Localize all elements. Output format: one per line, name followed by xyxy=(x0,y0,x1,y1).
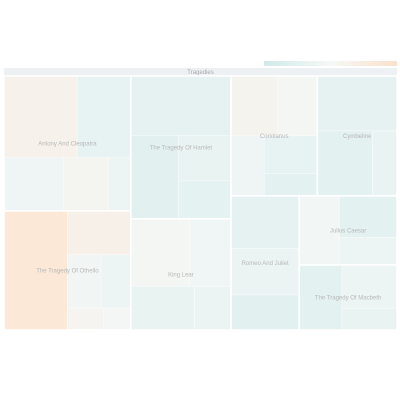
treemap-cell[interactable] xyxy=(341,264,398,309)
treemap-group[interactable] xyxy=(230,75,319,197)
treemap-cell[interactable] xyxy=(3,75,78,158)
treemap-cell[interactable] xyxy=(67,307,104,331)
treemap-cell[interactable] xyxy=(178,180,232,220)
color-scale-bar xyxy=(264,61,397,66)
treemap-cell[interactable] xyxy=(317,130,373,197)
treemap-cell[interactable] xyxy=(263,135,318,174)
treemap-cell[interactable] xyxy=(194,286,232,331)
treemap-cell[interactable] xyxy=(63,157,109,212)
treemap-cell[interactable] xyxy=(189,218,232,287)
treemap-cell[interactable] xyxy=(130,218,191,287)
treemap-group-label: Coriolanus xyxy=(260,134,289,140)
treemap-group-label: King Lear xyxy=(168,272,194,278)
root-label: Tragedies xyxy=(187,70,213,76)
treemap-group-label: The Tragedy Of Othello xyxy=(36,268,99,274)
treemap-cell[interactable] xyxy=(230,75,278,137)
treemap-group[interactable] xyxy=(298,264,398,331)
treemap-cell[interactable] xyxy=(3,157,64,212)
treemap-group-label: Romeo And Juliet xyxy=(242,261,289,267)
treemap-cell[interactable] xyxy=(108,157,132,212)
treemap-cell[interactable] xyxy=(230,195,300,249)
treemap-cell[interactable] xyxy=(103,307,132,331)
treemap-cell[interactable] xyxy=(317,75,398,132)
treemap-cell[interactable] xyxy=(341,308,398,331)
root-header xyxy=(4,68,397,76)
treemap-cell[interactable] xyxy=(130,135,179,220)
treemap-cell[interactable] xyxy=(67,254,102,309)
treemap-cell[interactable] xyxy=(130,75,232,136)
treemap-cell[interactable] xyxy=(230,135,265,197)
treemap-group[interactable] xyxy=(298,195,398,266)
treemap-cell[interactable] xyxy=(76,75,132,158)
treemap-group[interactable] xyxy=(3,75,132,212)
treemap-cell[interactable] xyxy=(67,210,132,256)
treemap-group-border xyxy=(298,264,398,331)
treemap-group-label: Cymbeline xyxy=(343,134,372,140)
treemap-cell[interactable] xyxy=(298,264,343,331)
treemap-group-label: Antony And Cleopatra xyxy=(38,141,97,147)
treemap-group[interactable] xyxy=(3,210,132,331)
color-scale-gradient xyxy=(264,61,397,66)
treemap-cell[interactable] xyxy=(372,130,398,197)
treemap-cell[interactable] xyxy=(263,173,318,197)
treemap-group[interactable] xyxy=(316,75,398,197)
treemap-cell[interactable] xyxy=(130,286,195,331)
treemap-group-label: Julius Caesar xyxy=(330,228,366,234)
treemap-group-label: The Tragedy Of Hamlet xyxy=(150,145,213,151)
treemap-cell[interactable] xyxy=(339,236,398,266)
treemap-cell[interactable] xyxy=(178,135,232,182)
treemap-group[interactable] xyxy=(130,75,232,220)
treemap-cell[interactable] xyxy=(277,75,318,137)
treemap-cell[interactable] xyxy=(339,195,398,238)
treemap-cell[interactable] xyxy=(100,254,132,309)
treemap-group-label: The Tragedy Of Macbeth xyxy=(315,295,381,301)
treemap-cell[interactable] xyxy=(230,248,300,296)
treemap-cell[interactable] xyxy=(230,294,300,331)
